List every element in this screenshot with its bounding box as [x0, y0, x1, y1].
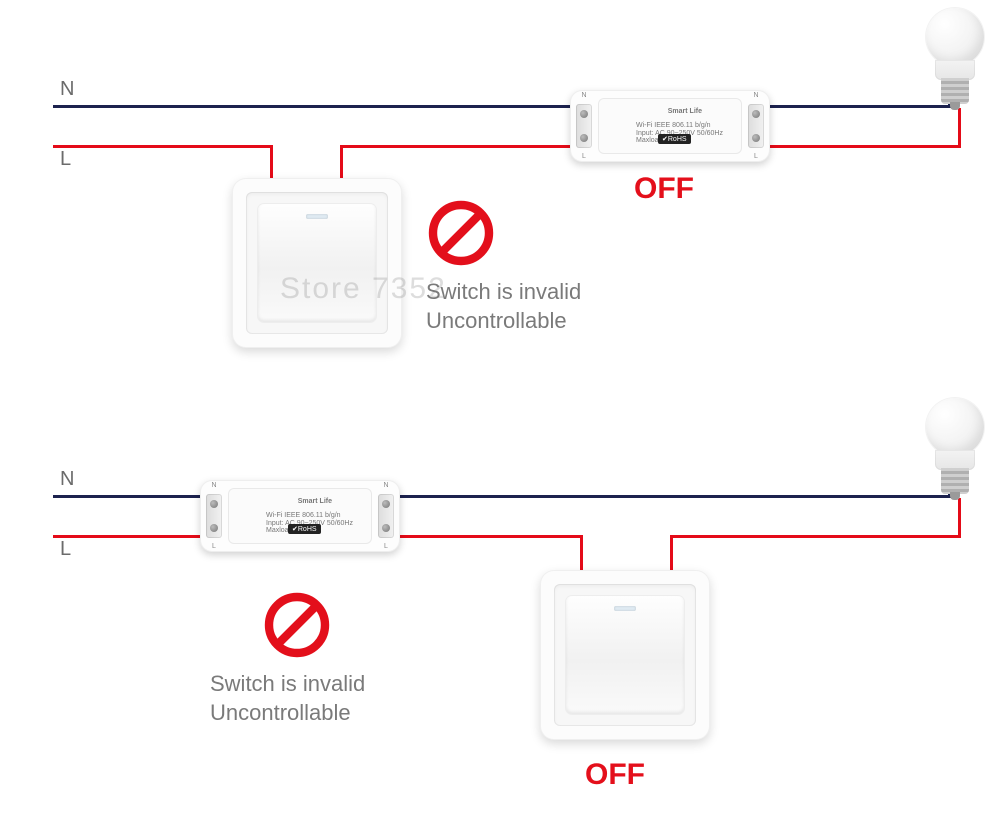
s2-description: Switch is invalid Uncontrollable — [210, 670, 365, 727]
s2-l-label: L — [60, 538, 71, 561]
s2-prohibit-icon — [262, 590, 332, 660]
relay-in-n: N — [576, 92, 592, 99]
s2-desc-line2: Uncontrollable — [210, 700, 351, 725]
relay-brand: Smart Life — [298, 498, 332, 506]
s2-live-seg2 — [390, 535, 583, 538]
s2-wall-switch — [540, 570, 710, 740]
relay-in-n: N — [206, 482, 222, 489]
s1-smart-relay: Smart Life Wi-Fi IEEE 806.11 b/g/n Input… — [570, 90, 770, 162]
s2-live-drop1 — [580, 535, 583, 575]
watermark-text: Store 7352 — [280, 272, 447, 306]
s1-neutral-wire — [53, 105, 955, 108]
s1-live-wire-seg2 — [340, 145, 578, 148]
relay-in-l: L — [206, 543, 222, 550]
relay-in-l: L — [576, 153, 592, 160]
wiring-diagram-canvas: { "colors": { "neutral_wire": "#1d224e",… — [0, 0, 1000, 834]
relay-rohs-badge: ✔RoHS — [288, 524, 321, 534]
relay-brand: Smart Life — [668, 108, 702, 116]
s2-neutral-wire — [53, 495, 955, 498]
relay-out-l: L — [378, 543, 394, 550]
s2-desc-line1: Switch is invalid — [210, 671, 365, 696]
s2-bulb — [925, 398, 985, 508]
s2-off-label: OFF — [585, 758, 645, 792]
s2-n-label: N — [60, 468, 74, 491]
s1-live-wire-seg1 — [53, 145, 273, 148]
relay-out-n: N — [748, 92, 764, 99]
s1-description: Switch is invalid Uncontrollable — [426, 278, 581, 335]
s1-off-label: OFF — [634, 172, 694, 206]
s1-wall-switch — [232, 178, 402, 348]
s1-prohibit-icon — [426, 198, 496, 268]
s1-l-label: L — [60, 148, 71, 171]
s2-live-seg3 — [670, 535, 958, 538]
s2-live-drop2 — [670, 535, 673, 575]
relay-out-l: L — [748, 153, 764, 160]
s1-desc-line1: Switch is invalid — [426, 279, 581, 304]
relay-out-n: N — [378, 482, 394, 489]
s1-live-wire-seg3 — [758, 145, 958, 148]
s1-n-label: N — [60, 78, 74, 101]
relay-rohs-badge: ✔RoHS — [658, 134, 691, 144]
s1-bulb — [925, 8, 985, 118]
s2-live-seg1 — [53, 535, 208, 538]
s1-desc-line2: Uncontrollable — [426, 308, 567, 333]
s2-smart-relay: Smart Life Wi-Fi IEEE 806.11 b/g/n Input… — [200, 480, 400, 552]
